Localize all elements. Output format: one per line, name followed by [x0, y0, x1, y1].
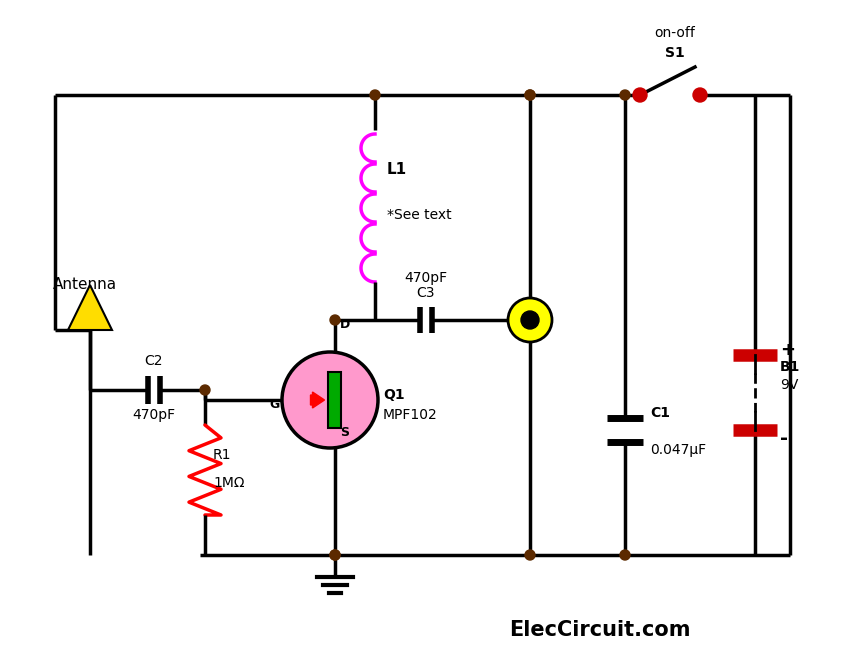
Text: +: +	[780, 341, 795, 359]
Text: 1MΩ: 1MΩ	[213, 476, 245, 490]
Circle shape	[508, 298, 552, 342]
Circle shape	[330, 315, 340, 325]
Circle shape	[330, 550, 340, 560]
Text: 470pF: 470pF	[133, 408, 176, 422]
Polygon shape	[68, 285, 112, 330]
Text: *See text: *See text	[387, 208, 451, 222]
Text: Q1: Q1	[383, 388, 405, 402]
Text: Antenna: Antenna	[53, 277, 117, 292]
Text: MPF102: MPF102	[383, 408, 438, 422]
Text: L1: L1	[387, 163, 407, 178]
Circle shape	[620, 550, 630, 560]
Text: C1: C1	[650, 406, 670, 420]
Circle shape	[330, 550, 340, 560]
Text: 9V: 9V	[780, 378, 798, 392]
Text: C2: C2	[144, 354, 163, 368]
Text: ElecCircuit.com: ElecCircuit.com	[509, 620, 691, 640]
Circle shape	[525, 90, 535, 100]
Circle shape	[693, 88, 707, 102]
Text: on-off: on-off	[654, 26, 695, 40]
Text: D: D	[340, 319, 350, 331]
Text: B1: B1	[780, 360, 801, 374]
Text: C3: C3	[416, 286, 435, 300]
Text: -: -	[780, 428, 788, 447]
Text: S1: S1	[665, 46, 685, 60]
Circle shape	[200, 385, 210, 395]
Circle shape	[620, 90, 630, 100]
Circle shape	[525, 550, 535, 560]
Text: G: G	[269, 398, 280, 411]
Circle shape	[282, 352, 378, 448]
Bar	[328, 372, 342, 428]
Text: R1: R1	[213, 448, 231, 462]
Circle shape	[370, 90, 380, 100]
Text: 470pF: 470pF	[405, 271, 448, 285]
FancyArrow shape	[310, 392, 325, 408]
Circle shape	[521, 311, 539, 329]
Circle shape	[525, 90, 535, 100]
Circle shape	[633, 88, 647, 102]
Text: 0.047μF: 0.047μF	[650, 443, 706, 457]
Text: S: S	[340, 426, 349, 440]
